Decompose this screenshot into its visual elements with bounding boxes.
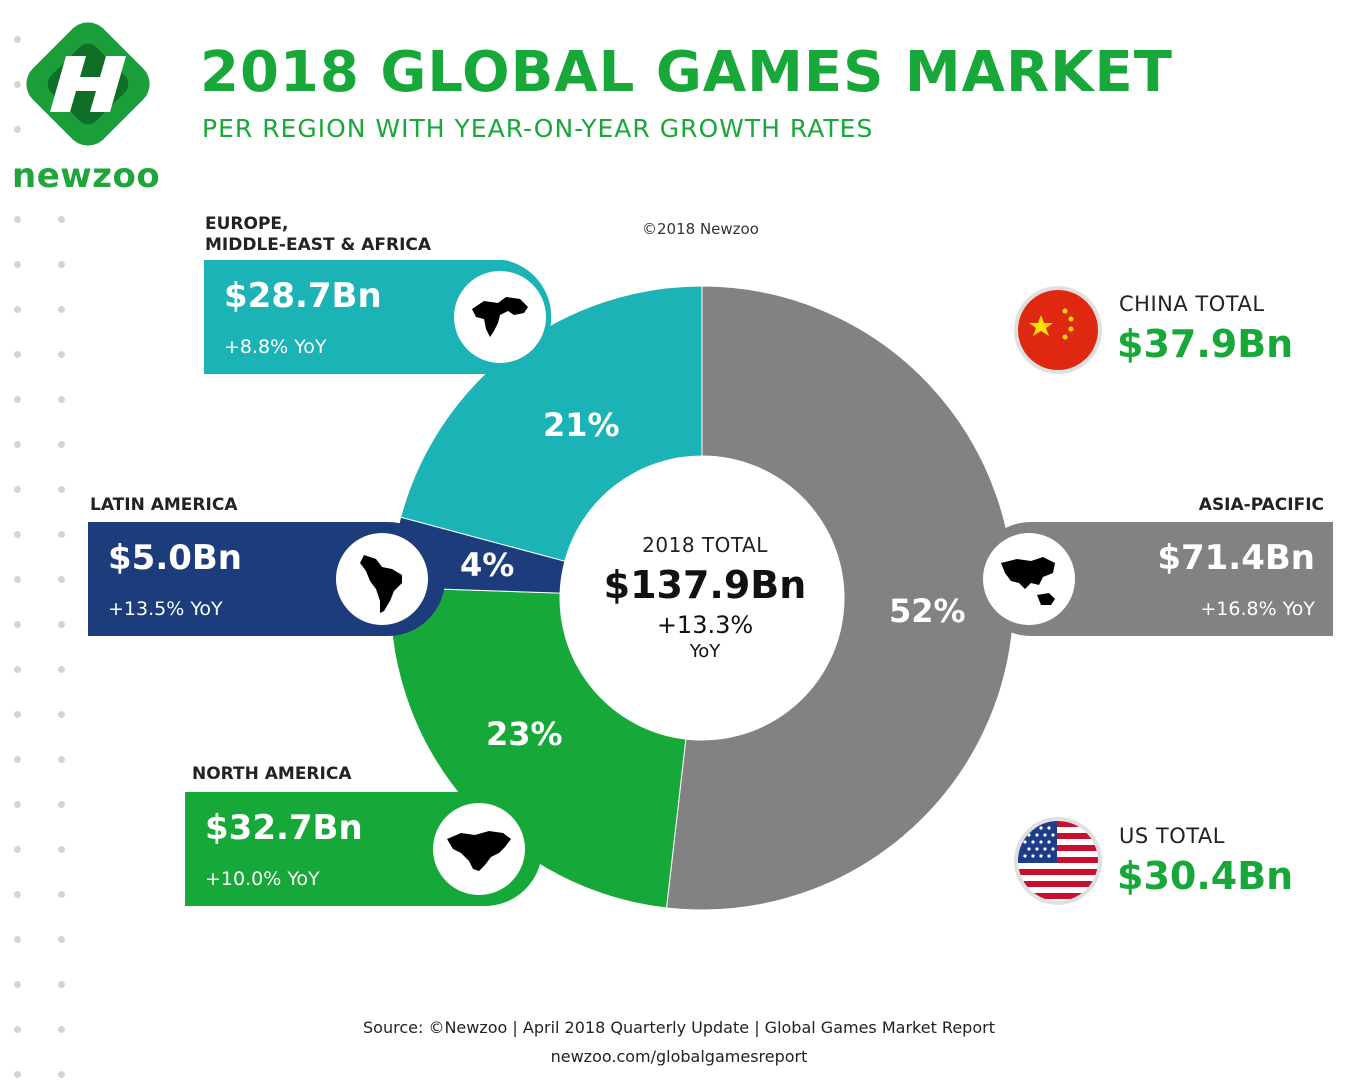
decorative-dot: [58, 756, 65, 763]
decorative-dot: [58, 306, 65, 313]
decorative-dot: [58, 621, 65, 628]
us-total-value: $30.4Bn: [1117, 854, 1294, 898]
europe-africa-map-icon: [454, 271, 546, 363]
decorative-dot: [14, 531, 21, 538]
region-card-asia-pacific: $71.4Bn +16.8% YoY: [973, 522, 1333, 638]
decorative-dot: [14, 126, 21, 133]
newzoo-logo-icon: [26, 22, 150, 146]
region-yoy: +16.8% YoY: [1200, 598, 1315, 620]
center-growth: +13.3%: [656, 611, 754, 639]
center-yoy: YoY: [689, 641, 721, 662]
center-label: 2018 TOTAL: [642, 533, 768, 557]
latin-america-map-icon: [336, 533, 428, 625]
decorative-dot: [14, 666, 21, 673]
pct-label-asia-pacific: 52%: [889, 592, 966, 630]
decorative-dot: [58, 1026, 65, 1033]
decorative-dot: [14, 576, 21, 583]
region-value: $32.7Bn: [205, 808, 363, 848]
decorative-dot: [58, 396, 65, 403]
decorative-dot: [58, 666, 65, 673]
pct-label-emea: 21%: [543, 406, 620, 444]
decorative-dot: [58, 846, 65, 853]
us-flag-icon: [1014, 817, 1102, 905]
decorative-dot: [14, 621, 21, 628]
decorative-dot: [58, 1071, 65, 1078]
decorative-dot: [58, 981, 65, 988]
decorative-dot: [14, 1071, 21, 1078]
decorative-dot: [58, 351, 65, 358]
decorative-dot: [14, 846, 21, 853]
decorative-dot: [14, 1026, 21, 1033]
report-link[interactable]: newzoo.com/globalgamesreport: [550, 1047, 808, 1066]
decorative-dot: [58, 441, 65, 448]
decorative-dot: [58, 891, 65, 898]
decorative-dot: [58, 801, 65, 808]
decorative-dot: [58, 576, 65, 583]
decorative-dot: [14, 171, 21, 178]
pct-label-latam: 4%: [460, 546, 515, 584]
center-value: $137.9Bn: [603, 563, 807, 607]
region-label-emea: EUROPE, MIDDLE-EAST & AFRICA: [205, 214, 432, 255]
decorative-dot: [58, 261, 65, 268]
decorative-dot: [14, 801, 21, 808]
decorative-dot: [14, 441, 21, 448]
decorative-dot: [14, 936, 21, 943]
decorative-dot: [58, 216, 65, 223]
decorative-dot: [58, 531, 65, 538]
decorative-dot: [58, 711, 65, 718]
center-total: 2018 TOTAL $137.9Bn +13.3% YoY: [560, 533, 850, 662]
page-title: 2018 GLOBAL GAMES MARKET: [200, 40, 1173, 105]
decorative-dot: [14, 486, 21, 493]
region-value: $71.4Bn: [1157, 538, 1315, 578]
decorative-dot: [14, 351, 21, 358]
decorative-dot: [58, 936, 65, 943]
decorative-dot: [14, 81, 21, 88]
region-label-latam: LATIN AMERICA: [90, 495, 238, 515]
us-total-label: US TOTAL: [1119, 824, 1225, 848]
decorative-dot: [14, 396, 21, 403]
china-flag-icon: [1014, 286, 1102, 374]
decorative-dot: [14, 711, 21, 718]
region-yoy: +10.0% YoY: [205, 868, 320, 890]
logo-wordmark: newzoo: [12, 156, 161, 196]
decorative-dot: [14, 891, 21, 898]
decorative-dot: [14, 261, 21, 268]
region-yoy: +13.5% YoY: [108, 598, 223, 620]
asia-pacific-map-icon: [983, 533, 1075, 625]
decorative-dot: [14, 36, 21, 43]
china-total-label: CHINA TOTAL: [1119, 292, 1265, 316]
region-label-asia-pacific: ASIA-PACIFIC: [1198, 495, 1324, 515]
china-total-value: $37.9Bn: [1117, 322, 1294, 366]
decorative-dot: [14, 306, 21, 313]
donut-hole: [560, 456, 844, 740]
decorative-dot: [14, 216, 21, 223]
decorative-dot: [14, 981, 21, 988]
page-subtitle: PER REGION WITH YEAR-ON-YEAR GROWTH RATE…: [202, 114, 874, 143]
pct-label-north-america: 23%: [486, 715, 563, 753]
source-note: Source: ©Newzoo | April 2018 Quarterly U…: [363, 1018, 995, 1037]
region-yoy: +8.8% YoY: [224, 336, 327, 358]
decorative-dot: [14, 756, 21, 763]
region-value: $28.7Bn: [224, 276, 382, 316]
region-value: $5.0Bn: [108, 538, 243, 578]
copyright-notice: ©2018 Newzoo: [642, 220, 759, 238]
region-label-north-america: NORTH AMERICA: [192, 764, 352, 784]
decorative-dot: [58, 486, 65, 493]
north-america-map-icon: [433, 803, 525, 895]
